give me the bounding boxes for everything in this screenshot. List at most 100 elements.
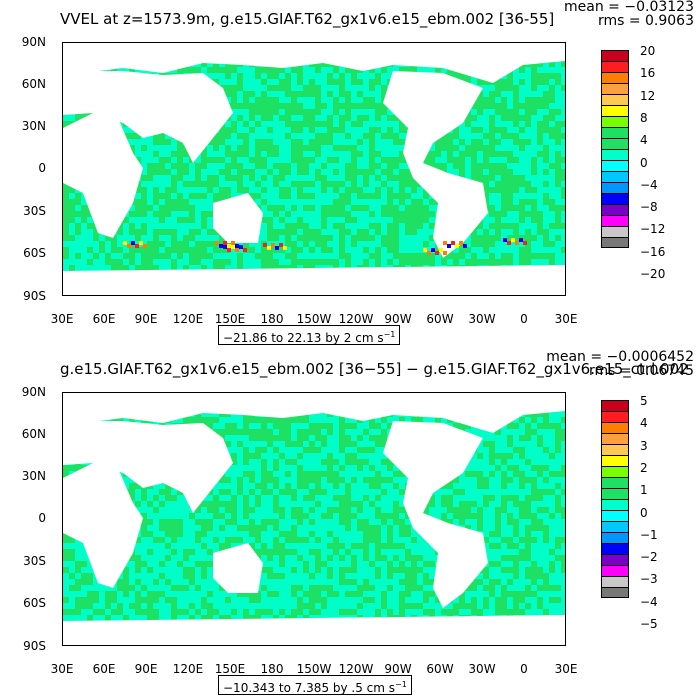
- land-mask: [63, 421, 233, 513]
- lat-tick-label: 30N: [21, 469, 46, 483]
- ocean-velocity-field: [63, 393, 565, 645]
- high-velocity-cell: [223, 245, 227, 249]
- legend-swatch: [601, 94, 629, 105]
- high-velocity-cell: [443, 251, 447, 255]
- lon-tick-label: 30W: [468, 662, 496, 676]
- high-velocity-cell: [215, 241, 219, 245]
- high-velocity-cell: [235, 244, 239, 248]
- high-velocity-cell: [123, 241, 127, 245]
- ocean-velocity-field: [63, 43, 565, 295]
- land-mask: [383, 71, 488, 258]
- lat-tick-label: 30N: [21, 119, 46, 133]
- legend-label: −4: [640, 594, 658, 609]
- legend-label: 5: [640, 394, 648, 408]
- high-velocity-cell: [223, 241, 227, 245]
- map-plot-area: [62, 392, 566, 646]
- high-velocity-cell: [451, 241, 455, 245]
- lon-tick-label: 90E: [134, 662, 158, 676]
- legend-swatch: [601, 521, 629, 532]
- high-velocity-cell: [427, 251, 431, 255]
- high-velocity-cell: [435, 251, 439, 255]
- legend-swatch: [601, 182, 629, 193]
- legend-label: −3: [640, 572, 658, 587]
- high-velocity-cell: [503, 238, 507, 242]
- legend-swatch: [601, 433, 629, 444]
- lon-tick-label: 90E: [134, 312, 158, 326]
- range-text: −21.86 to 22.13 by 2 cm s: [223, 331, 384, 345]
- color-legend: [601, 400, 629, 598]
- lat-tick-label: 90S: [23, 639, 46, 653]
- legend-swatch: [601, 488, 629, 499]
- lon-tick-label: 30E: [554, 312, 578, 326]
- lon-tick-label: 180: [260, 312, 284, 326]
- panel-difference: g.e15.GIAF.T62_gx1v6.e15_ebm.002 [36−55]…: [0, 350, 700, 700]
- high-velocity-cell: [239, 245, 243, 249]
- lon-tick-label: 0: [520, 312, 528, 326]
- legend-swatch: [601, 510, 629, 521]
- legend-swatch: [601, 477, 629, 488]
- lon-tick-label: 60E: [92, 662, 116, 676]
- high-velocity-cell: [131, 241, 135, 245]
- lon-tick-label: 30E: [50, 662, 74, 676]
- high-velocity-cell: [283, 246, 287, 250]
- lon-tick-label: 150E: [214, 662, 246, 676]
- rms-value: rms = 0.9063: [597, 13, 694, 29]
- lat-tick-label: 30S: [23, 204, 46, 218]
- lon-tick-label: 60E: [92, 312, 116, 326]
- land-mask: [63, 393, 565, 433]
- legend-label: −1: [640, 527, 658, 542]
- contour-range-label: −21.86 to 22.13 by 2 cm s−1: [218, 325, 401, 345]
- legend-label: −16: [640, 244, 666, 259]
- lat-tick-label: 60N: [21, 77, 46, 91]
- legend-swatch: [601, 215, 629, 226]
- range-unit-exponent: −1: [383, 330, 396, 339]
- high-velocity-cell: [219, 244, 223, 248]
- legend-label: 8: [640, 110, 648, 125]
- high-velocity-cell: [139, 241, 143, 245]
- high-velocity-cell: [231, 241, 235, 245]
- land-mask: [63, 265, 565, 295]
- lat-tick-label: 90N: [21, 35, 46, 49]
- lat-tick-label: 60S: [23, 596, 46, 610]
- high-velocity-cell: [275, 246, 279, 250]
- legend-swatch: [601, 61, 629, 72]
- legend-swatch: [601, 105, 629, 116]
- contour-range-label: −10.343 to 7.385 by .5 cm s−1: [218, 675, 412, 695]
- high-velocity-cell: [511, 238, 515, 242]
- land-mask: [213, 193, 263, 243]
- legend-label: −5: [640, 617, 658, 631]
- legend-swatch: [601, 444, 629, 455]
- lat-tick-label: 90N: [21, 385, 46, 399]
- land-mask: [63, 43, 565, 83]
- lat-tick-label: 0: [38, 511, 46, 525]
- land-mask: [383, 421, 488, 608]
- color-legend: [601, 50, 629, 248]
- map-plot-area: [62, 42, 566, 296]
- legend-swatch: [601, 455, 629, 466]
- legend-swatch: [601, 554, 629, 565]
- lon-tick-label: 60W: [426, 312, 454, 326]
- high-velocity-cell: [227, 244, 231, 248]
- lat-tick-label: 0: [38, 161, 46, 175]
- legend-swatch: [601, 543, 629, 554]
- high-velocity-cell: [227, 248, 231, 252]
- land-mask: [63, 71, 233, 163]
- lon-tick-label: 60W: [426, 662, 454, 676]
- legend-swatch: [601, 160, 629, 171]
- lon-tick-label: 150E: [214, 312, 246, 326]
- stats-box: mean = −0.0006452 rms = 0.06745: [546, 350, 694, 378]
- legend-swatch: [601, 83, 629, 94]
- high-velocity-cell: [507, 241, 511, 245]
- plot-title: g.e15.GIAF.T62_gx1v6.e15_ebm.002 [36−55]…: [60, 360, 689, 378]
- legend-swatch: [601, 411, 629, 422]
- land-mask: [63, 615, 565, 645]
- legend-label: 20: [640, 44, 656, 58]
- legend-label: 0: [640, 155, 648, 170]
- high-velocity-cell: [243, 248, 247, 252]
- legend-label: −4: [640, 177, 658, 192]
- legend-swatch: [601, 587, 629, 598]
- legend-label: 1: [640, 483, 648, 498]
- high-velocity-cell: [127, 244, 131, 248]
- mean-value: mean = −0.0006452: [546, 349, 694, 365]
- legend-label: 12: [640, 88, 656, 103]
